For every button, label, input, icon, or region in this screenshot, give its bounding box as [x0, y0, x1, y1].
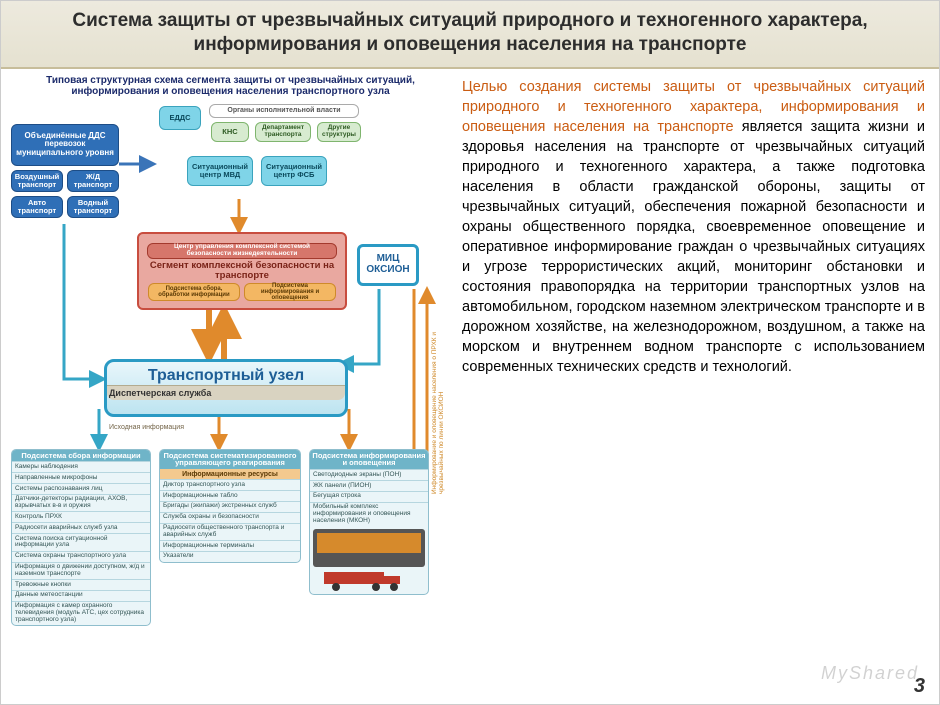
- box-edds: ЕДДС: [159, 106, 201, 130]
- slide: Система защиты от чрезвычайных ситуаций …: [0, 0, 940, 705]
- text-column: Целью создания системы защиты от чрезвыч…: [456, 69, 939, 682]
- panel-row: Радиосети аварийных служб узла: [12, 522, 150, 533]
- box-other: Другие структуры: [317, 122, 361, 142]
- panel-row: Информационные терминалы: [160, 540, 300, 551]
- box-center-sub2: Подсистема информирования и оповещения: [244, 283, 336, 301]
- panel-row: Бегущая строка: [310, 491, 428, 502]
- node-sub: Диспетчерская служба: [107, 385, 345, 400]
- panel-row: Контроль ПРХК: [12, 511, 150, 522]
- panel-row: ЖК панели (ПИОН): [310, 480, 428, 491]
- panel-inform: Подсистема информирования и оповещения С…: [309, 449, 429, 596]
- label-vertical: Информирование и оповещение населения о …: [431, 304, 445, 494]
- panel2-sub: Информационные ресурсы: [160, 469, 300, 479]
- panel-row: Датчики-детекторы радиации, АХОВ, взрывч…: [12, 494, 150, 512]
- box-center: Центр управления комплексной системой бе…: [137, 232, 347, 310]
- panel-row: Информационные табло: [160, 490, 300, 501]
- watermark: MyShared: [821, 663, 919, 684]
- panel-row: Информация о движении доступном, ж/д и н…: [12, 562, 150, 580]
- box-dds-b: Ж/Д транспорт: [67, 170, 119, 192]
- text-body: является защита жизни и здоровья населен…: [462, 119, 925, 375]
- label-source: Исходная информация: [109, 424, 184, 431]
- panel2-h: Подсистема систематизированного управляю…: [160, 450, 300, 470]
- box-center-hdr: Центр управления комплексной системой бе…: [147, 243, 337, 259]
- box-transport-node: Транспортный узел Диспетчерская служба: [104, 359, 348, 417]
- box-dds-c: Авто транспорт: [11, 196, 63, 218]
- box-mic: МИЦ ОКСИОН: [357, 244, 419, 286]
- box-dep: Департамент транспорта: [255, 122, 311, 142]
- box-dds-a: Воздушный транспорт: [11, 170, 63, 192]
- panel1-h: Подсистема сбора информации: [12, 450, 150, 462]
- panel-row: Система поиска ситуационной информации у…: [12, 533, 150, 551]
- box-sit-fsb: Ситуационный центр ФСБ: [261, 156, 327, 186]
- billboard-image: [313, 529, 425, 567]
- diagram-column: Типовая структурная схема сегмента защит…: [1, 69, 456, 682]
- panel-response: Подсистема систематизированного управляю…: [159, 449, 301, 563]
- panel-row: Указатели: [160, 551, 300, 562]
- box-knc: КНС: [211, 122, 249, 142]
- panel-row: Камеры наблюдения: [12, 461, 150, 472]
- page-number: 3: [914, 675, 925, 698]
- diagram-canvas: Объединённые ДДС перевозок муниципальног…: [9, 104, 449, 654]
- box-dds: Объединённые ДДС перевозок муниципальног…: [11, 124, 119, 166]
- panel-collection: Подсистема сбора информации Камеры наблю…: [11, 449, 151, 627]
- panel-row: Данные метеостанции: [12, 590, 150, 601]
- panel3-h: Подсистема информирования и оповещения: [310, 450, 428, 470]
- panel-row: Информация с камер охранного телевидения…: [12, 601, 150, 625]
- box-center-seg: Сегмент комплексной безопасности на тран…: [139, 259, 345, 283]
- panel-row: Диктор транспортного узла: [160, 479, 300, 490]
- box-dds-d: Водный транспорт: [67, 196, 119, 218]
- box-sit-mvd: Ситуационный центр МВД: [187, 156, 253, 186]
- slide-title: Система защиты от чрезвычайных ситуаций …: [1, 1, 939, 69]
- truck-image: [312, 570, 426, 592]
- box-center-sub1: Подсистема сбора, обработки информации: [148, 283, 240, 301]
- panel-row: Служба охраны и безопасности: [160, 512, 300, 523]
- panel-row: Бригады (экипажи) экстренных служб: [160, 501, 300, 512]
- content-area: Типовая структурная схема сегмента защит…: [1, 69, 939, 682]
- panel-row: Система охраны транспортного узла: [12, 551, 150, 562]
- panel-row: Направленные микрофоны: [12, 472, 150, 483]
- panel-row: Системы распознавания лиц: [12, 483, 150, 494]
- diagram-subtitle: Типовая структурная схема сегмента защит…: [9, 75, 452, 98]
- box-org: Органы исполнительной власти: [209, 104, 359, 118]
- panel-row: Светодиодные экраны (ПОН): [310, 469, 428, 480]
- node-title: Транспортный узел: [107, 362, 345, 385]
- panel-row: Мобильный комплекс информирования и опов…: [310, 502, 428, 526]
- panel-row: Радиосети общественного транспорта и ава…: [160, 523, 300, 541]
- panel-row: Тревожные кнопки: [12, 579, 150, 590]
